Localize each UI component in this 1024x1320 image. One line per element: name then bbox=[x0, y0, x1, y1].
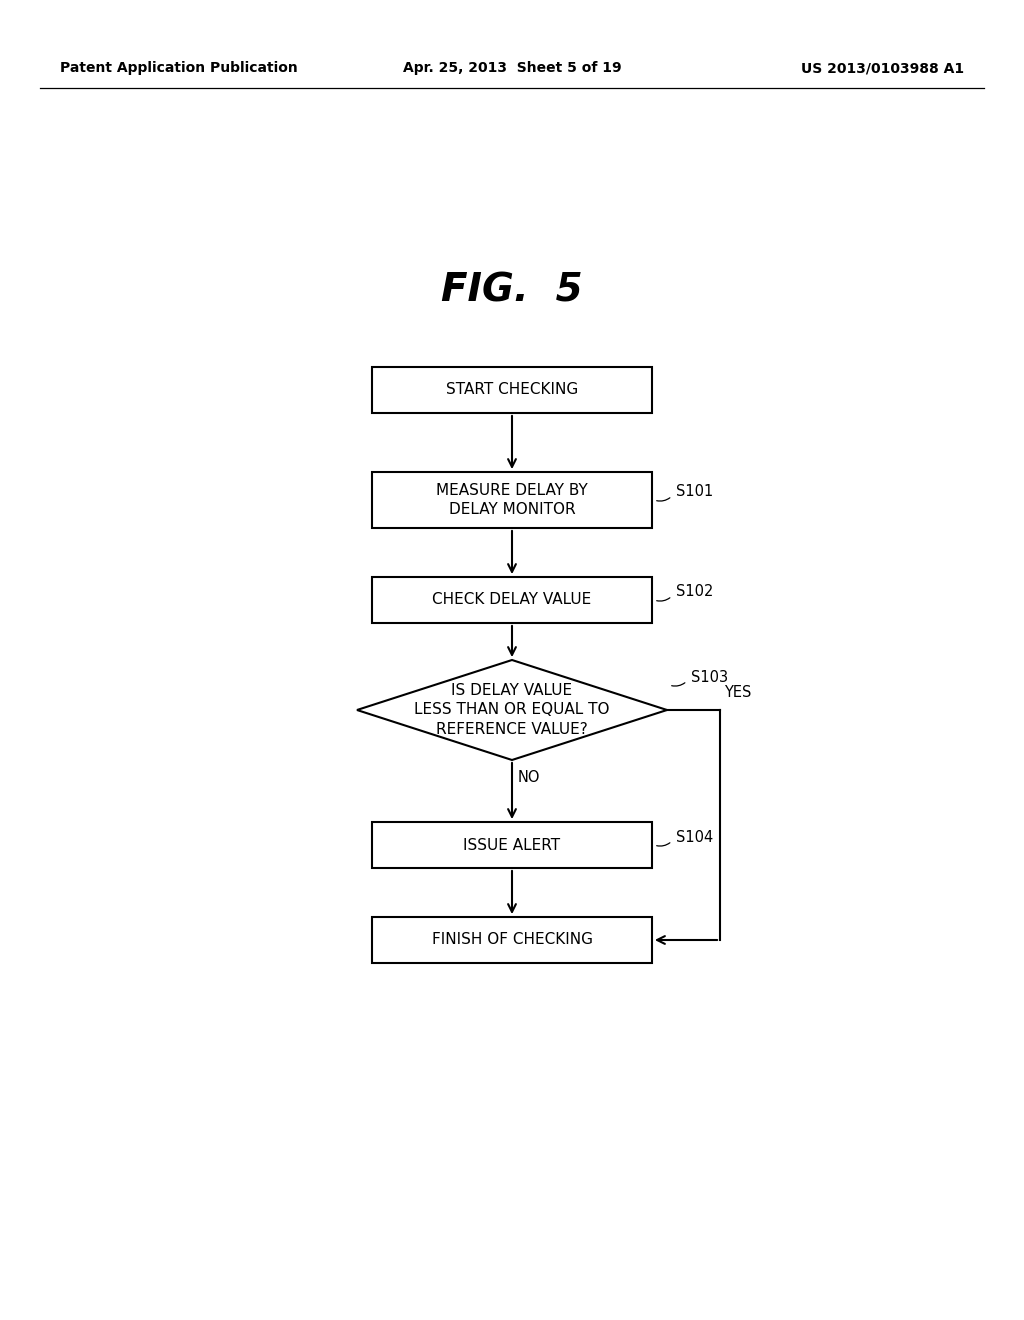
Text: NO: NO bbox=[518, 771, 541, 785]
Text: S103: S103 bbox=[691, 669, 728, 685]
Text: Patent Application Publication: Patent Application Publication bbox=[60, 61, 298, 75]
Text: CHECK DELAY VALUE: CHECK DELAY VALUE bbox=[432, 593, 592, 607]
Text: FIG.  5: FIG. 5 bbox=[441, 271, 583, 309]
Text: S104: S104 bbox=[676, 829, 714, 845]
Bar bbox=[372, 367, 652, 413]
Bar bbox=[372, 917, 652, 964]
Text: IS DELAY VALUE
LESS THAN OR EQUAL TO
REFERENCE VALUE?: IS DELAY VALUE LESS THAN OR EQUAL TO REF… bbox=[415, 682, 609, 738]
Text: US 2013/0103988 A1: US 2013/0103988 A1 bbox=[801, 61, 964, 75]
Text: Apr. 25, 2013  Sheet 5 of 19: Apr. 25, 2013 Sheet 5 of 19 bbox=[402, 61, 622, 75]
Polygon shape bbox=[357, 660, 667, 760]
Text: MEASURE DELAY BY
DELAY MONITOR: MEASURE DELAY BY DELAY MONITOR bbox=[436, 483, 588, 517]
Bar bbox=[372, 473, 652, 528]
Text: ISSUE ALERT: ISSUE ALERT bbox=[464, 837, 560, 853]
Bar bbox=[372, 822, 652, 869]
Text: FINISH OF CHECKING: FINISH OF CHECKING bbox=[431, 932, 593, 948]
Text: S102: S102 bbox=[676, 585, 714, 599]
Bar bbox=[372, 577, 652, 623]
Text: START CHECKING: START CHECKING bbox=[445, 383, 579, 397]
Text: S101: S101 bbox=[676, 484, 714, 499]
Text: YES: YES bbox=[724, 685, 752, 700]
